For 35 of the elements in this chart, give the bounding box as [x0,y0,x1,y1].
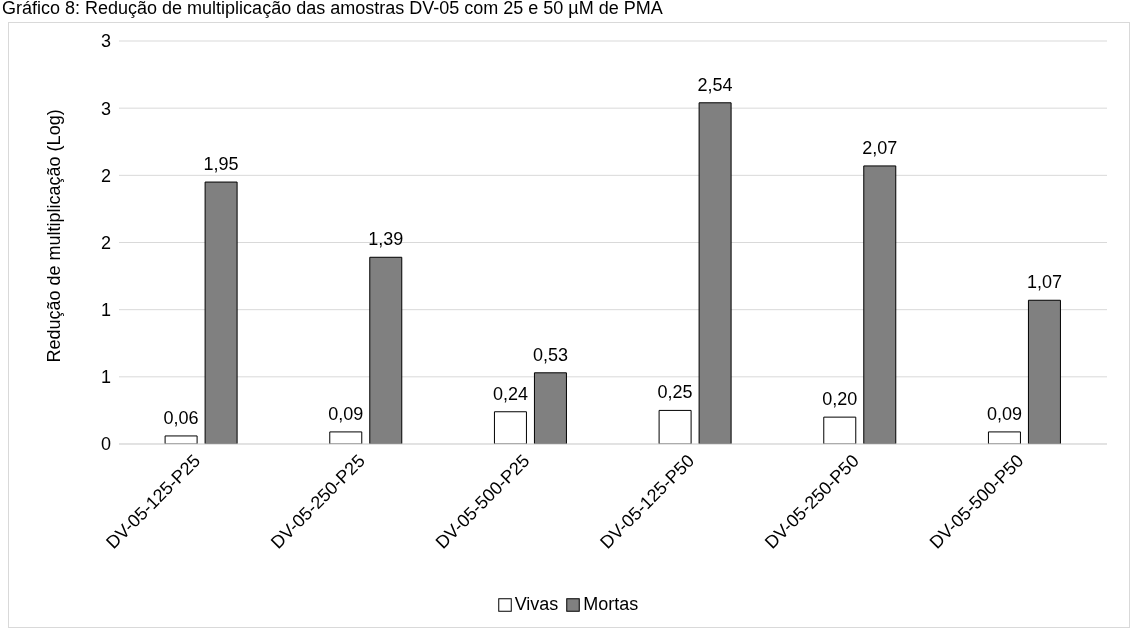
chart-title: Gráfico 8: Redução de multiplicação das amostras DV-05 com 25 e 50 µM de PMA [2,0,663,19]
y-tick-label: 2 [100,232,111,253]
data-label: 0,09 [328,403,364,424]
data-label: 1,39 [368,229,404,250]
bar [204,181,238,444]
data-label: 1,07 [1026,272,1062,293]
y-tick-label: 2 [100,165,111,186]
bar [987,431,1021,444]
data-label: 0,24 [492,383,528,404]
bar [329,431,363,444]
bar [698,102,732,444]
bar [533,372,567,444]
y-tick-label: 0 [100,434,111,455]
data-label: 2,54 [697,74,733,95]
bar [823,416,857,444]
bar [1027,299,1061,444]
data-label: 0,53 [532,344,568,365]
y-tick-label: 1 [100,300,111,321]
bar [369,256,403,444]
data-label: 0,20 [822,389,858,410]
legend-label: Mortas [583,594,639,615]
y-axis-title: Redução de multiplicação (Log) [44,109,65,363]
y-tick-label: 1 [100,367,111,388]
bar [164,435,198,444]
bar [658,409,692,444]
data-label: 0,09 [986,403,1022,424]
data-label: 0,06 [163,407,199,428]
legend-label: Vivas [514,594,559,615]
data-label: 2,07 [862,137,898,158]
y-tick-label: 3 [100,98,111,119]
data-label: 1,95 [203,154,239,175]
data-label: 0,25 [657,382,693,403]
y-tick-label: 3 [100,31,111,52]
bar [863,165,897,444]
bar [493,411,527,444]
